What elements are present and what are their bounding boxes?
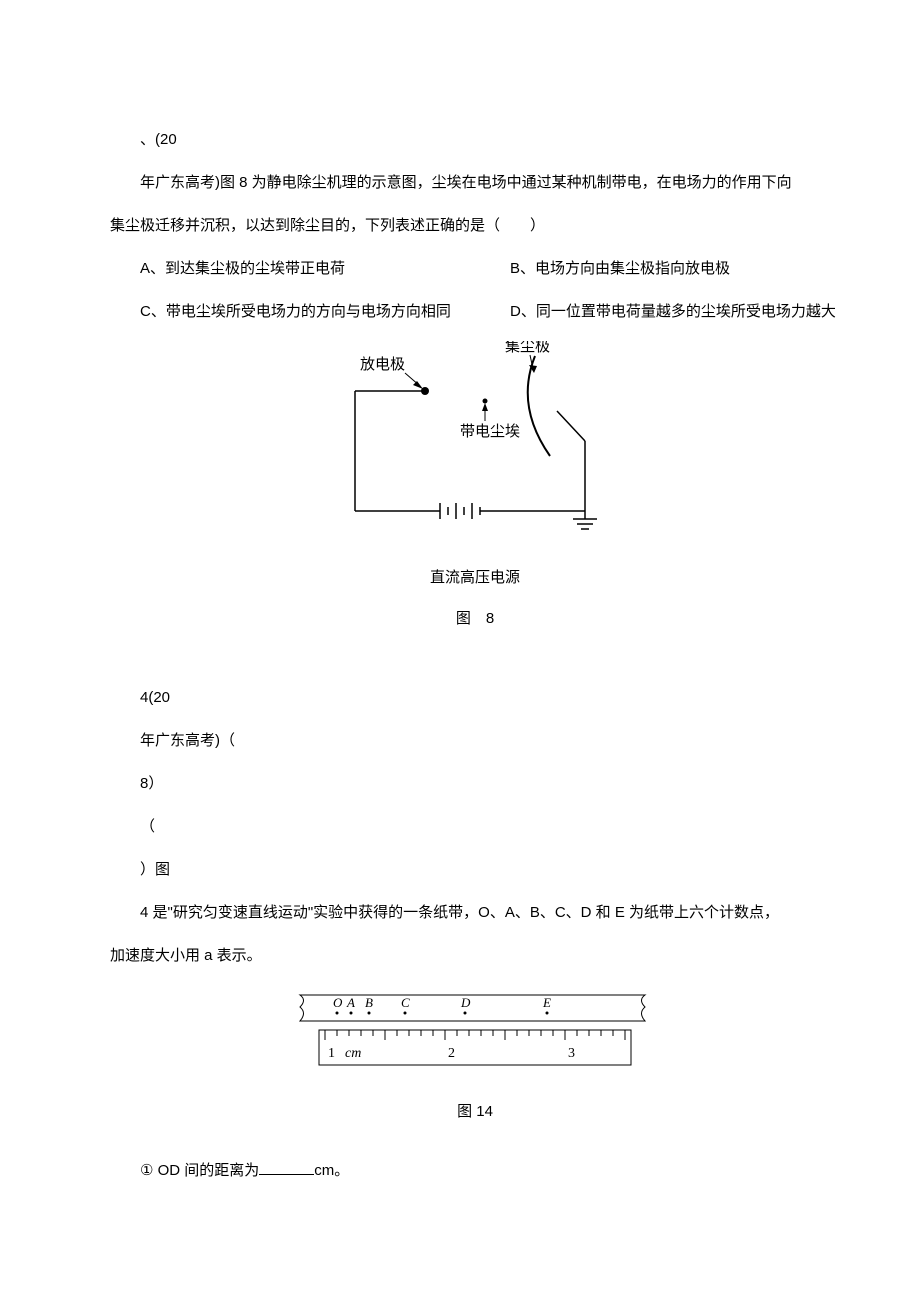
figure-14-svg: OAB C D E 1 2 3 cm (295, 985, 655, 1075)
q4-para1: 4 是"研究匀变速直线运动"实验中获得的一条纸带，O、A、B、C、D 和 E 为… (110, 893, 840, 932)
q3-option-d: D、同一位置带电荷量越多的尘埃所受电场力越大 (480, 292, 840, 331)
figure-14-label: 图 14 (295, 1092, 655, 1131)
q4-sub1: ① OD 间的距离为 cm。 (110, 1151, 840, 1190)
q4-sub1-blank (259, 1159, 314, 1175)
q3-option-b: B、电场方向由集尘极指向放电极 (480, 249, 840, 288)
svg-text:cm: cm (345, 1046, 361, 1061)
svg-text:C: C (401, 995, 410, 1010)
figure-8-label: 图 8 (325, 599, 625, 638)
figure-8-container: 放电极 集尘极带电尘埃 直流高压电源 图 8 (325, 341, 625, 638)
svg-text:E: E (542, 995, 551, 1010)
q3-option-a: A、到达集尘极的尘埃带正电荷 (110, 249, 480, 288)
q3-prefix: 、(20 (110, 120, 840, 159)
q4-sub1-prefix: ① OD 间的距离为 (140, 1162, 259, 1179)
q4-line2: 年广东高考)（ (110, 721, 840, 760)
figure-8-source-label: 直流高压电源 (325, 558, 625, 597)
svg-text:3: 3 (568, 1046, 575, 1061)
svg-text:集尘极: 集尘极 (505, 341, 550, 355)
q3-options-row2: C、带电尘埃所受电场力的方向与电场方向相同 D、同一位置带电荷量越多的尘埃所受电… (110, 292, 840, 331)
page: 、(20 年广东高考)图 8 为静电除尘机理的示意图，尘埃在电场中通过某种机制带… (0, 0, 920, 1254)
svg-text:B: B (365, 995, 373, 1010)
q3-stem-line1: 年广东高考)图 8 为静电除尘机理的示意图，尘埃在电场中通过某种机制带电，在电场… (110, 163, 840, 202)
svg-text:带电尘埃: 带电尘埃 (460, 423, 520, 440)
svg-text:A: A (346, 995, 355, 1010)
q3-option-c: C、带电尘埃所受电场力的方向与电场方向相同 (110, 292, 480, 331)
svg-text:1: 1 (328, 1046, 335, 1061)
q4-line5: ）图 (110, 850, 840, 889)
q4-line4: （ (110, 807, 840, 846)
svg-text:2: 2 (448, 1046, 455, 1061)
svg-text:D: D (460, 995, 471, 1010)
q4-line1: 4(20 (110, 678, 840, 717)
q4-para2: 加速度大小用 a 表示。 (110, 936, 840, 975)
q3-stem-line2: 集尘极迁移并沉积，以达到除尘目的，下列表述正确的是（ ） (110, 206, 840, 245)
svg-text:O: O (333, 995, 343, 1010)
svg-text:放电极: 放电极 (360, 356, 405, 373)
q4-sub1-suffix: cm。 (314, 1162, 349, 1179)
figure-14-container: OAB C D E 1 2 3 cm 图 14 (295, 985, 655, 1131)
q4-line3: 8） (110, 764, 840, 803)
figure-8-svg: 放电极 集尘极带电尘埃 (325, 341, 625, 541)
q3-options-row1: A、到达集尘极的尘埃带正电荷 B、电场方向由集尘极指向放电极 (110, 249, 840, 288)
